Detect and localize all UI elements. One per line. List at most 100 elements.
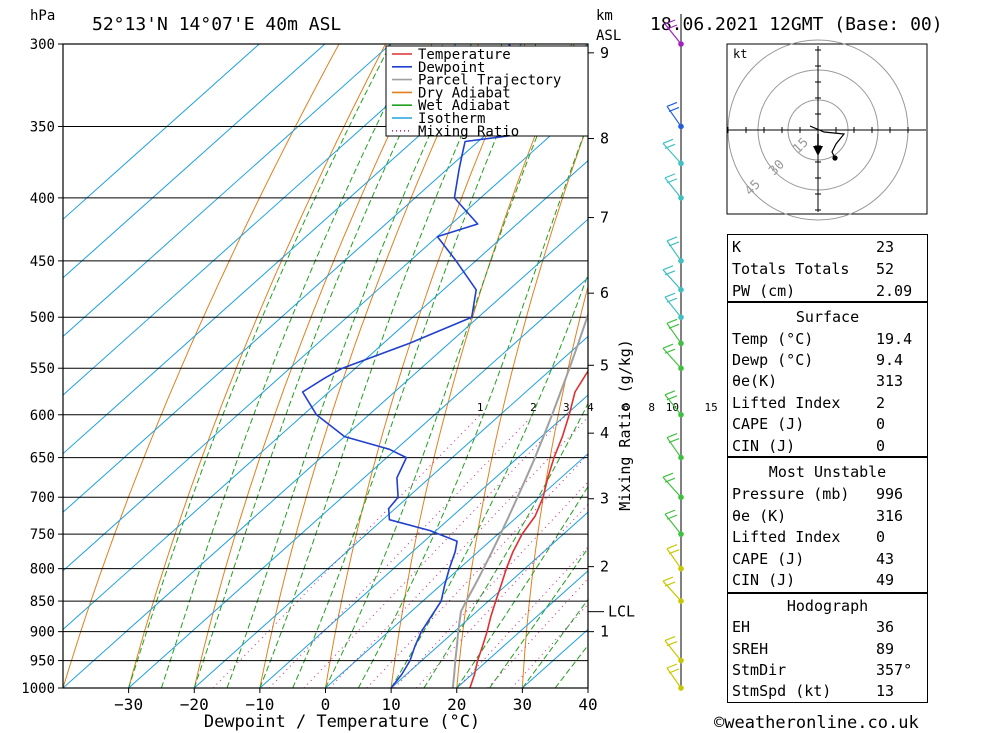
- pressure-tick-label: 650: [30, 451, 55, 467]
- surface-key: θe(K): [732, 372, 778, 390]
- wind-barb-flag: [664, 19, 676, 25]
- pressure-tick-label: 900: [30, 625, 55, 641]
- height-tick-label: 5: [600, 356, 609, 374]
- surface-row: CAPE (J) 0: [732, 413, 921, 435]
- dry-adiabat-line: [521, 284, 588, 688]
- indices-panel: K 23 Totals Totals 52 PW (cm) 2.09: [727, 234, 928, 302]
- wind-barb-staff: [664, 513, 682, 535]
- hpa-unit-label: hPa: [30, 8, 55, 24]
- wind-barb-flag: [666, 101, 678, 108]
- wet-adiabat-line: [423, 402, 588, 688]
- wind-barb-flag: [662, 138, 674, 144]
- isotherm-line: [63, 44, 326, 279]
- index-key: K: [732, 238, 742, 256]
- index-row-pw: PW (cm) 2.09: [732, 280, 921, 302]
- surface-row: Dewp (°C) 9.4: [732, 349, 921, 371]
- wet-adiabat-line: [128, 44, 392, 688]
- location-title: 52°13'N 14°07'E 40m ASL: [92, 14, 341, 35]
- index-row-tt: Totals Totals 52: [732, 258, 921, 280]
- surface-value: 2: [876, 394, 886, 412]
- wet-adiabat-line: [226, 44, 472, 688]
- isotherm-line: [63, 44, 588, 513]
- height-tick-label: 4: [600, 424, 609, 442]
- dry-adiabat-line: [128, 44, 387, 688]
- wind-barb-flag: [668, 323, 680, 329]
- isobars: [63, 44, 588, 688]
- wind-barb-flag: [664, 477, 676, 483]
- temperature-tick-label: 0: [321, 695, 331, 714]
- wind-barb-flag: [666, 236, 678, 242]
- wind-barb-staff: [664, 296, 682, 318]
- wet-adiabat-line: [292, 44, 537, 688]
- mu-key: θe (K): [732, 507, 787, 525]
- isotherm-line: [63, 101, 588, 572]
- height-tick-label: 2: [600, 558, 609, 576]
- mixing-ratio-line: [487, 577, 588, 688]
- height-tick-label: 9: [600, 44, 609, 62]
- temperature-tick-label: 30: [513, 695, 532, 714]
- km-unit-label: km: [596, 8, 613, 24]
- hodo-row: StmDir 357°: [732, 659, 921, 681]
- wind-barb-flag: [666, 178, 678, 184]
- hodo-key: StmSpd (kt): [732, 682, 832, 700]
- wind-barb-flag: [666, 514, 678, 520]
- mu-row: Pressure (mb) 996: [732, 483, 921, 505]
- mixing-ratio-line: [394, 481, 588, 688]
- surface-value: 0: [876, 415, 886, 433]
- wind-barb-flag: [664, 509, 676, 515]
- temperature-tick-label: −20: [180, 695, 209, 714]
- surface-row: θe(K) 313: [732, 370, 921, 392]
- pressure-tick-label: 600: [30, 408, 55, 424]
- wind-barb-flag: [664, 270, 676, 276]
- wet-adiabat-line: [456, 485, 588, 688]
- wind-barb-staff: [662, 269, 682, 291]
- dry-adiabat-line: [390, 44, 573, 688]
- hodo-row: EH 36: [732, 616, 921, 638]
- dry-adiabat-line: [259, 44, 480, 688]
- wind-barb-flag: [664, 173, 676, 179]
- temperature-tick-label: 40: [578, 695, 597, 714]
- wind-barb-staff: [664, 640, 682, 661]
- wind-barb-flag: [664, 636, 676, 642]
- mixing-ratio-label: 6: [622, 401, 629, 414]
- hodo-value: 357°: [876, 661, 913, 679]
- wind-barb-staff: [666, 322, 682, 344]
- isotherm-line: [63, 44, 261, 220]
- surface-row: Temp (°C) 19.4: [732, 328, 921, 350]
- index-value: 2.09: [876, 282, 913, 300]
- wind-barb-flag: [662, 343, 674, 349]
- wind-barb-staff: [666, 106, 682, 127]
- wind-barb-flag: [666, 433, 678, 439]
- dry-adiabat-line: [955, 0, 1000, 688]
- wind-profile: [662, 14, 684, 691]
- wind-barb-flag: [666, 395, 678, 401]
- mixing-ratio-label: 2: [530, 401, 537, 414]
- pressure-tick-label: 750: [30, 527, 55, 543]
- surface-value: 19.4: [876, 330, 913, 348]
- wind-barb-staff: [662, 580, 682, 602]
- pressure-tick-label: 300: [30, 37, 55, 53]
- pressure-axis: 300 350 400 450 500 550 600 650 700 750 800 850 900 9…: [21, 37, 63, 697]
- isotherm-line: [193, 335, 588, 688]
- legend-label: Dry Adiabat: [418, 85, 511, 101]
- wind-barb-flag: [664, 390, 676, 396]
- most-unstable-panel: Most Unstable Pressure (mb) 996 θe (K) 316…: [727, 457, 928, 593]
- legend-label: Wet Adiabat: [418, 98, 511, 114]
- mu-value: 316: [876, 507, 904, 525]
- mixing-ratio-label: 4: [587, 401, 594, 414]
- mu-value: 996: [876, 485, 904, 503]
- wind-barb-staff: [664, 177, 682, 199]
- mu-key: Lifted Index: [732, 528, 841, 546]
- wind-barb-flag: [666, 641, 678, 647]
- surface-value: 9.4: [876, 351, 904, 369]
- surface-row: CIN (J) 0: [732, 435, 921, 457]
- index-value: 52: [876, 260, 895, 278]
- pressure-tick-label: 350: [30, 119, 55, 135]
- temperature-profile: [469, 369, 588, 688]
- index-key: PW (cm): [732, 282, 796, 300]
- height-tick-label: 3: [600, 490, 609, 508]
- pressure-tick-label: 400: [30, 191, 55, 207]
- mu-value: 49: [876, 571, 895, 589]
